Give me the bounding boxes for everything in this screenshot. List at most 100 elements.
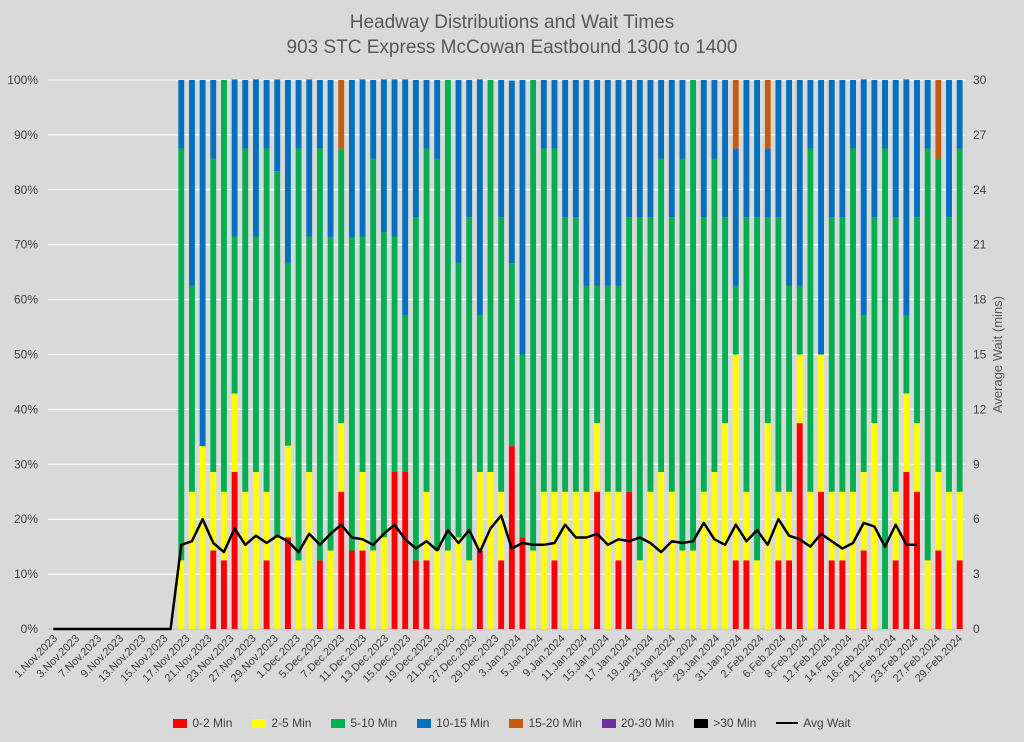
bar-segment: [508, 263, 515, 447]
bar-segment: [743, 217, 750, 492]
legend-item-0-2: 0-2 Min: [173, 716, 232, 730]
bar-segment: [668, 491, 675, 629]
bar-segment: [210, 471, 217, 551]
bar-segment: [796, 354, 803, 424]
y-left-tick-label: 70%: [14, 238, 38, 252]
bar-segment: [956, 491, 963, 561]
bar-segment: [189, 285, 195, 492]
y-left-tick-label: 80%: [14, 183, 38, 197]
bar-segment: [274, 537, 281, 629]
bar-segment: [743, 80, 750, 218]
legend-item-20-30: 20-30 Min: [601, 716, 674, 730]
bar-segment: [423, 491, 430, 561]
bar-segment: [807, 491, 814, 629]
bar-segment: [263, 491, 270, 561]
bar-segment: [594, 80, 601, 286]
bar-segment: [359, 79, 366, 237]
bar-segment: [818, 354, 824, 492]
bar-segment: [786, 560, 792, 629]
bar-segment: [306, 79, 313, 237]
bar-segment: [284, 537, 291, 629]
y-right-axis-label: Average Wait (mins): [990, 296, 1005, 413]
bar-segment: [828, 491, 835, 561]
bar-segment: [338, 423, 345, 492]
bar-segment: [786, 285, 792, 492]
legend-label: Avg Wait: [803, 716, 851, 730]
bar-segment: [476, 471, 483, 551]
bar-segment: [658, 158, 665, 472]
bar-segment: [519, 80, 526, 355]
bar-segment: [498, 217, 505, 492]
bar-segment: [604, 285, 611, 492]
bar-segment: [519, 537, 526, 629]
y-right-tick-label: 12: [973, 402, 987, 416]
bar-segment: [860, 471, 867, 551]
bar-segment: [892, 560, 899, 629]
bar-segment: [423, 148, 430, 492]
bar-segment: [828, 560, 835, 629]
bar-segment: [647, 217, 654, 492]
y-right-tick-label: 18: [973, 293, 987, 307]
bar-segment: [636, 80, 643, 218]
bar-segment: [466, 560, 473, 629]
bar-segment: [626, 80, 633, 218]
bar-segment: [764, 217, 771, 424]
bar-segment: [338, 491, 345, 629]
bar-segment: [540, 491, 547, 629]
bar-segment: [722, 80, 729, 218]
bar-segment: [583, 80, 590, 286]
bar-segment: [946, 80, 952, 218]
bar-segment: [732, 148, 739, 286]
bar-segment: [850, 491, 856, 629]
y-right-tick-label: 27: [973, 128, 987, 142]
bar-segment: [348, 237, 355, 551]
bar-segment: [594, 285, 601, 424]
legend-label: 2-5 Min: [271, 716, 312, 730]
y-left-tick-label: 60%: [14, 293, 38, 307]
bar-segment: [476, 550, 483, 629]
bar-segment: [754, 217, 761, 561]
bar-segment: [860, 314, 867, 472]
y-right-tick-label: 0: [973, 622, 980, 636]
bar-segment: [711, 158, 718, 472]
bar-segment: [924, 148, 931, 561]
bar-segment: [210, 80, 217, 159]
bar-segment: [732, 80, 739, 149]
bar-segment: [359, 550, 366, 629]
bar-segment: [850, 148, 856, 492]
bar-segment: [860, 79, 867, 315]
bar-segment: [327, 80, 334, 238]
bar-segment: [583, 285, 590, 492]
bar-segment: [434, 158, 441, 551]
y-left-tick-label: 90%: [14, 128, 38, 142]
bar-segment: [508, 446, 515, 629]
bar-segment: [711, 80, 718, 159]
y-left-tick-label: 100%: [7, 73, 38, 87]
bar-segment: [199, 80, 206, 447]
bar-segment: [423, 560, 430, 629]
bar-segment: [722, 217, 729, 424]
bar-segment: [914, 80, 920, 218]
bar-segment: [882, 80, 888, 149]
bar-segment: [466, 80, 473, 218]
legend-label: 5-10 Min: [350, 716, 398, 730]
y-right-tick-label: 3: [973, 567, 980, 581]
bar-segment: [370, 80, 377, 159]
y-right-tick-label: 24: [973, 183, 987, 197]
bar-segment: [338, 148, 345, 424]
bar-segment: [658, 80, 665, 159]
bar-segment: [562, 217, 569, 492]
bar-segment: [487, 471, 494, 629]
bar-segment: [338, 80, 345, 149]
bar-segment: [221, 80, 227, 492]
bar-segment: [316, 148, 323, 561]
bar-segment: [210, 158, 217, 472]
bar-segment: [818, 491, 824, 629]
bar-segment: [604, 491, 611, 629]
bar-segment: [732, 354, 739, 561]
bar-segment: [231, 79, 238, 237]
bar-segment: [775, 491, 782, 561]
bar-segment: [444, 550, 451, 629]
bar-segment: [231, 393, 238, 472]
